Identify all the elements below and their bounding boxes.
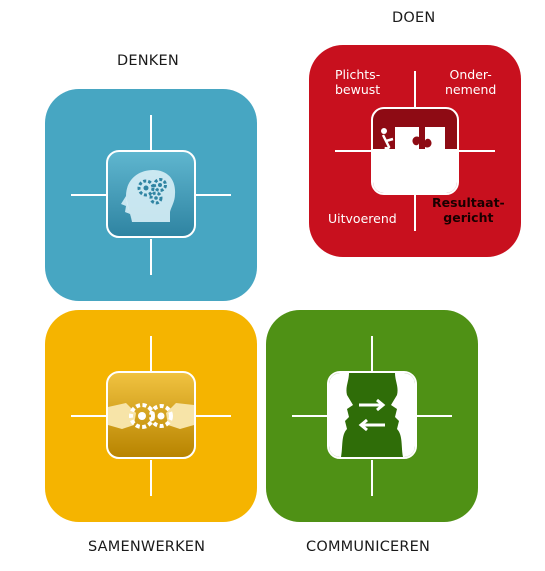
communiceren-divider-vertical-bottom	[371, 460, 373, 496]
faces-exchange-icon	[327, 371, 417, 459]
trait-resultaatgericht-line1: Resultaat-	[432, 195, 505, 210]
samenwerken-tile	[45, 310, 257, 522]
communiceren-tile	[266, 310, 478, 522]
samenwerken-divider-horizontal-left	[71, 415, 107, 417]
label-denken: DENKEN	[117, 53, 179, 69]
trait-plichtsbewust-line2: bewust	[335, 82, 381, 97]
trait-ondernemend-line2: nemend	[445, 82, 497, 97]
communiceren-divider-horizontal-right	[416, 415, 452, 417]
label-doen: DOEN	[392, 10, 436, 26]
samenwerken-divider-horizontal-right	[195, 415, 231, 417]
doen-tile: Plichts- bewust Onder- nemend Uitvoerend…	[309, 45, 521, 257]
doen-divider-vertical-bottom	[414, 195, 416, 231]
trait-ondernemend: Onder- nemend	[445, 67, 496, 97]
trait-uitvoerend: Uitvoerend	[328, 211, 397, 226]
denken-tile	[45, 89, 257, 301]
trait-ondernemend-line1: Onder-	[449, 67, 492, 82]
denken-divider-horizontal-left	[71, 194, 107, 196]
denken-divider-vertical-bottom	[150, 239, 152, 275]
trait-plichtsbewust-line1: Plichts-	[335, 67, 381, 82]
doen-divider-horizontal-right	[459, 150, 495, 152]
trait-resultaatgericht: Resultaat- gericht	[432, 195, 505, 225]
doen-divider-horizontal-left	[335, 150, 371, 152]
handshake-gears-icon	[106, 371, 196, 459]
communiceren-divider-horizontal-left	[292, 415, 328, 417]
communiceren-divider-vertical-top	[371, 336, 373, 372]
puzzle-push-icon	[371, 107, 459, 195]
head-gears-icon	[106, 150, 196, 238]
denken-divider-vertical-top	[150, 115, 152, 151]
trait-resultaatgericht-line2: gericht	[443, 210, 494, 225]
trait-plichtsbewust: Plichts- bewust	[335, 67, 380, 97]
doen-divider-vertical-top	[414, 71, 416, 107]
denken-divider-horizontal-right	[195, 194, 231, 196]
label-communiceren: COMMUNICEREN	[306, 539, 431, 555]
samenwerken-divider-vertical-bottom	[150, 460, 152, 496]
label-samenwerken: SAMENWERKEN	[88, 539, 206, 555]
samenwerken-divider-vertical-top	[150, 336, 152, 372]
